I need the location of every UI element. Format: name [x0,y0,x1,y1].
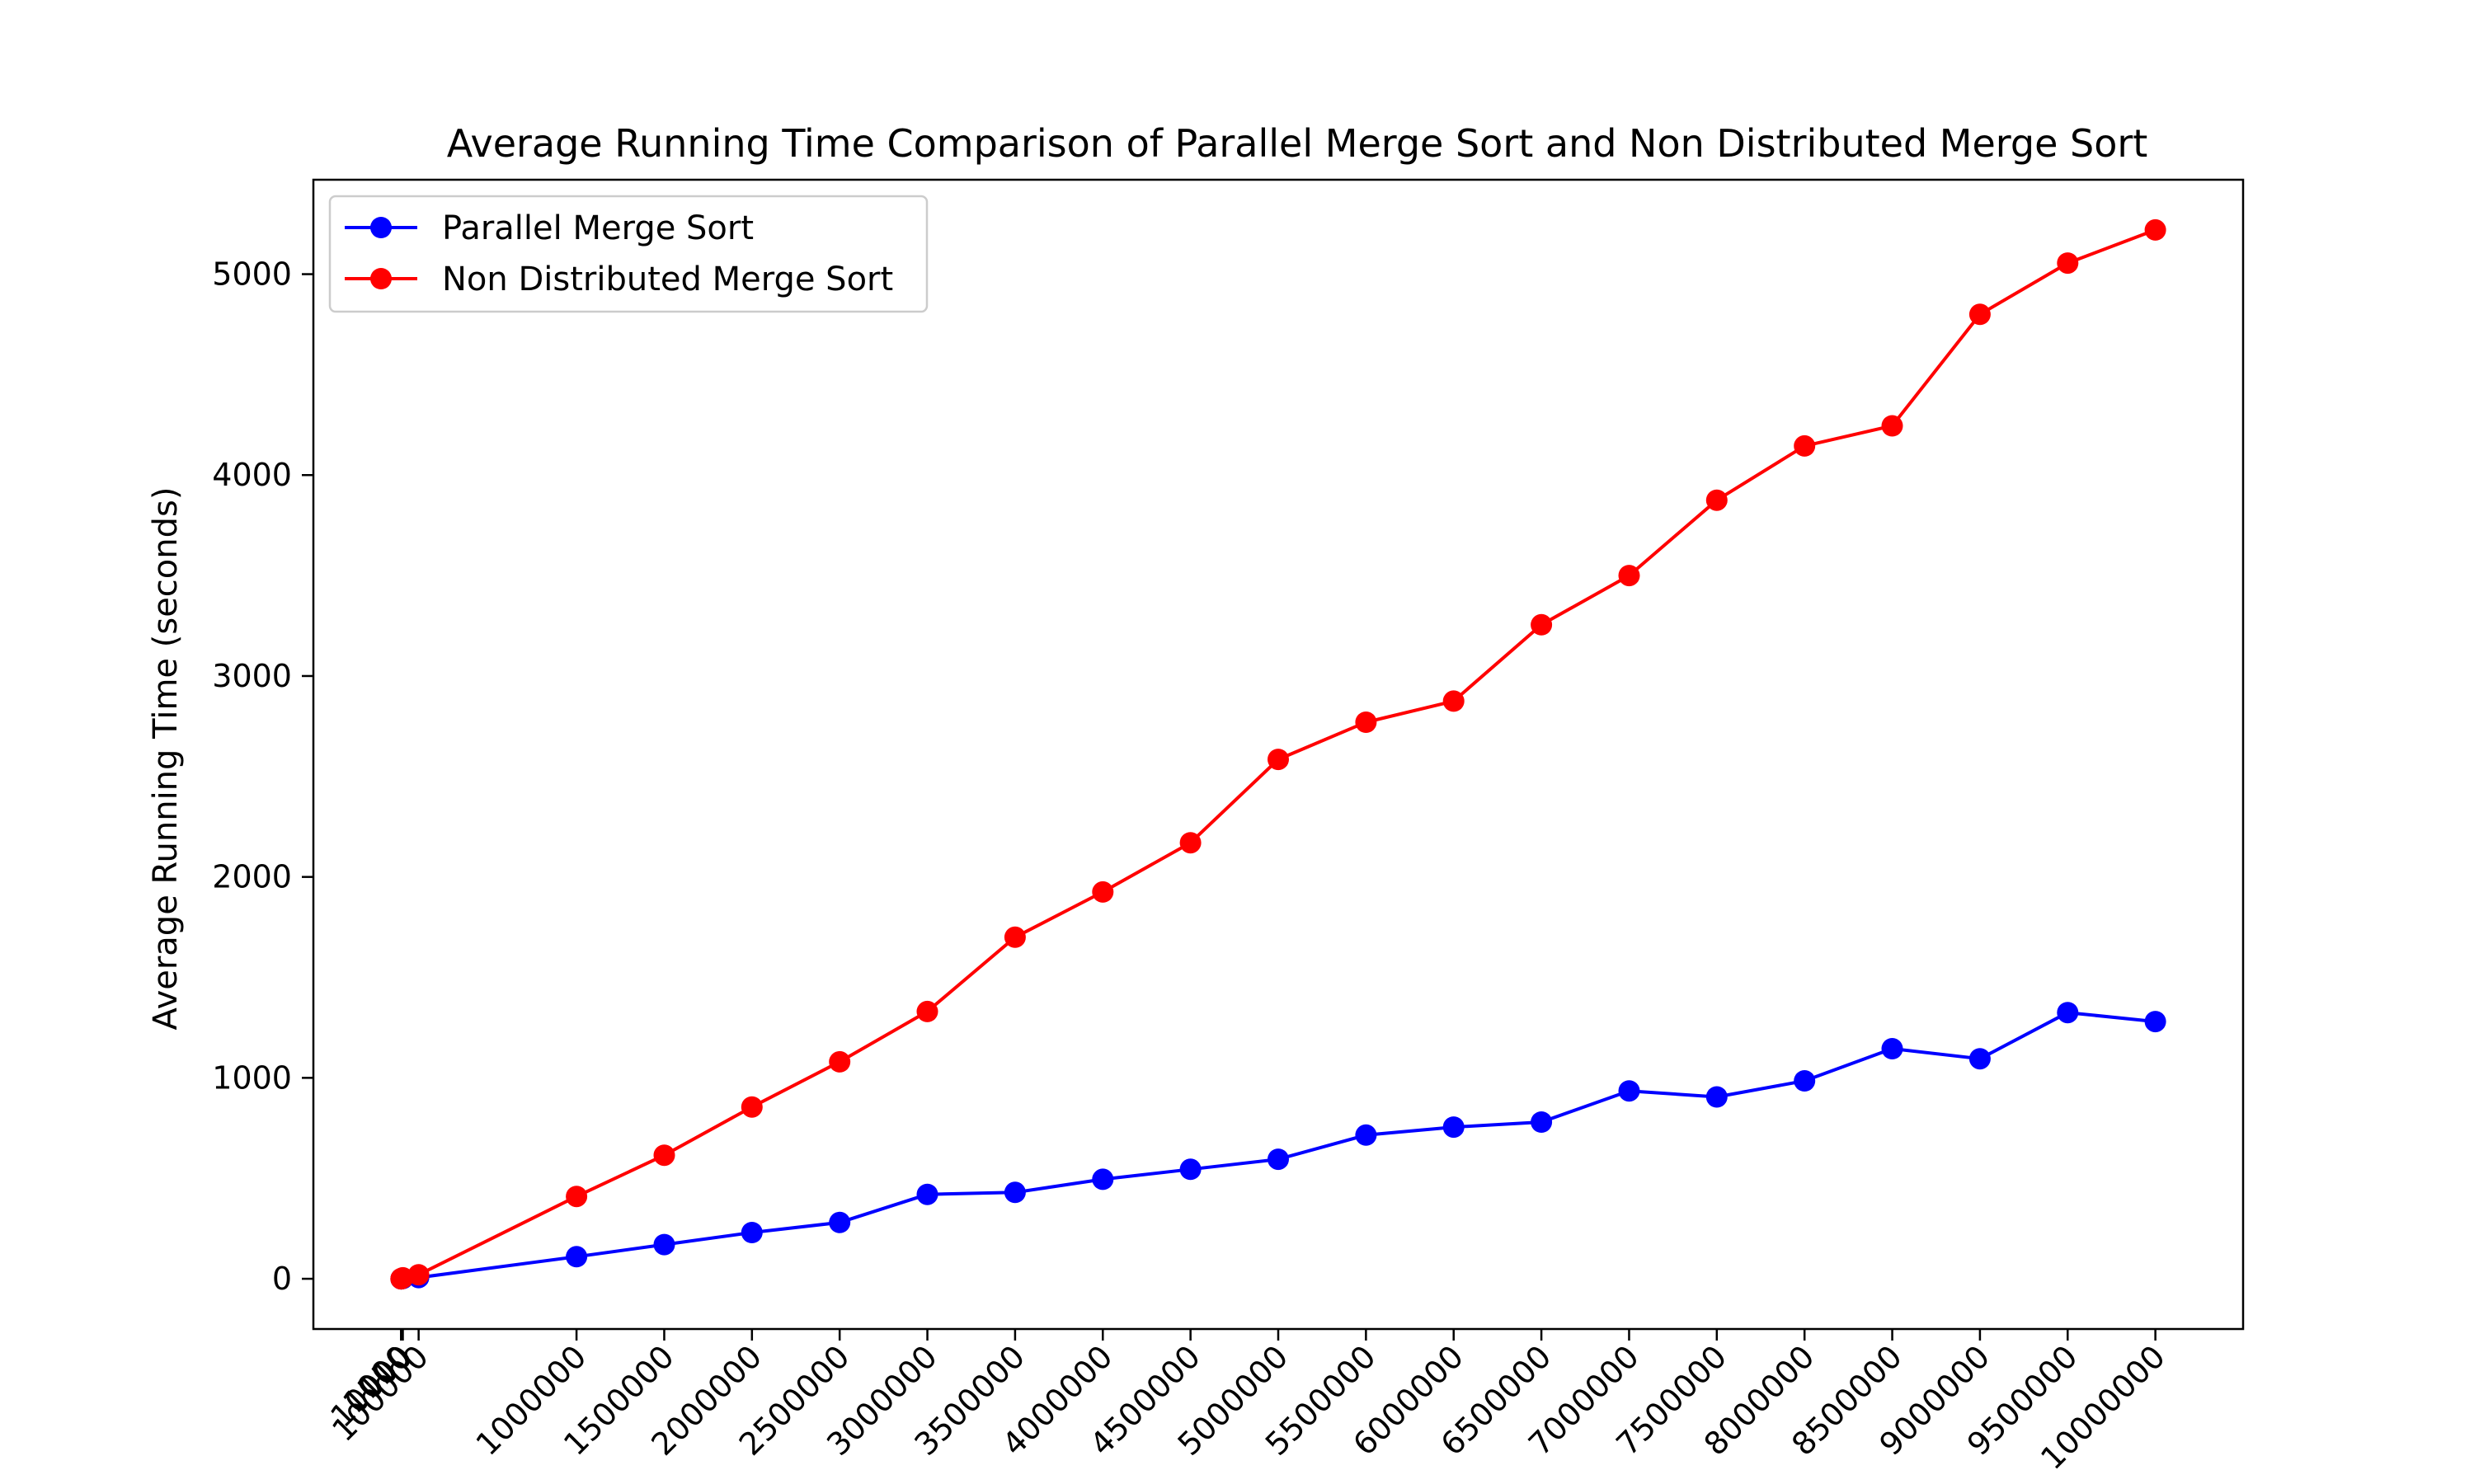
series-1-point [2057,1002,2079,1024]
series-2-point [2144,218,2166,241]
legend-label: Parallel Merge Sort [442,209,754,247]
series-2-point [1442,690,1465,712]
series-2-point [1179,832,1202,854]
series-2-point [1618,565,1640,587]
series-1-point [1531,1111,1553,1133]
series-2-point [829,1050,851,1073]
series-1-point [1268,1148,1289,1171]
y-tick-label: 0 [272,1261,292,1297]
series-1-point [1355,1124,1377,1146]
series-2-point [1004,926,1026,948]
series-1-point [1442,1116,1465,1139]
series-1-point [1092,1168,1114,1190]
y-axis-label: Average Running Time (seconds) [147,487,185,1031]
series-1-point [1794,1070,1816,1092]
series-1-point [1968,1048,1991,1070]
series-2-point [1092,881,1114,903]
series-2-point [653,1144,675,1167]
series-2-point [1531,613,1553,636]
series-2-point [566,1186,588,1208]
series-2-point [1705,489,1728,511]
series-1-point [1881,1038,1903,1059]
series-1-point [566,1246,588,1268]
series-1-point [741,1222,763,1243]
series-1-point [829,1211,851,1233]
legend-marker [370,217,392,238]
chart-title: Average Running Time Comparison of Paral… [447,121,2148,166]
series-2-point [1881,415,1903,437]
series-2-point [2057,252,2079,275]
series-1-point [916,1183,938,1205]
series-1-point [1004,1181,1026,1204]
legend-marker [370,268,392,289]
series-2-point [1968,303,1991,326]
series-markers [390,218,2166,1290]
series-2-point [741,1096,763,1118]
y-tick-label: 4000 [212,457,292,493]
series-1-point [2144,1011,2166,1033]
series-2-point [916,1000,938,1022]
legend-box [328,195,929,313]
series-2-point [407,1264,430,1286]
y-tick-label: 1000 [212,1059,292,1096]
series-2-point [1268,749,1289,771]
series-2-point [1794,434,1816,457]
series-1-point [653,1233,675,1256]
legend-label: Non Distributed Merge Sort [442,261,893,298]
series-1-point [1705,1086,1728,1108]
series-1-point [1179,1158,1202,1181]
legend: Parallel Merge Sort Non Distributed Merge… [328,195,929,313]
series-2-point [1355,711,1377,733]
series-1-point [1618,1080,1640,1102]
y-tick-label: 3000 [212,658,292,694]
y-tick-label: 2000 [212,859,292,895]
y-axis: 0 1000 2000 3000 4000 5000 [212,256,313,1297]
y-tick-label: 5000 [212,256,292,293]
